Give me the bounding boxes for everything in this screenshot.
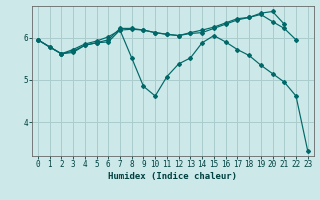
X-axis label: Humidex (Indice chaleur): Humidex (Indice chaleur): [108, 172, 237, 181]
